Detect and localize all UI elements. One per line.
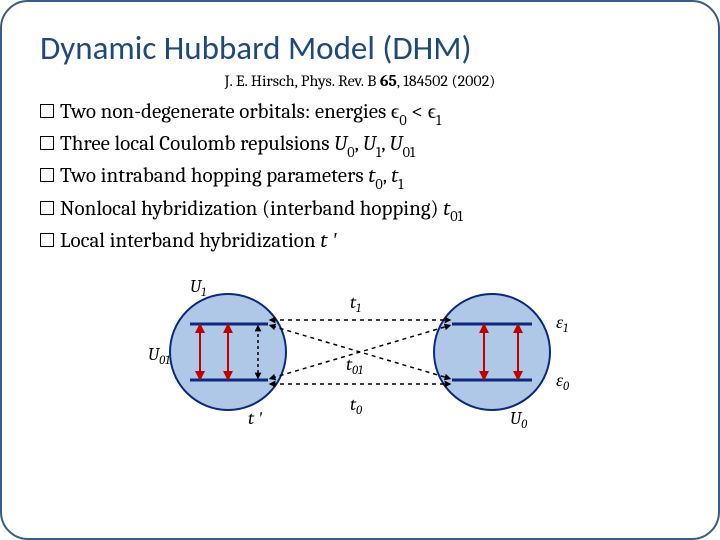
citation-volume: 65 [380,72,397,90]
bullet-4: Nonlocal hybridization (interband hoppin… [40,195,680,226]
bullet-box-icon [40,104,54,118]
bullet-box-icon [40,136,54,150]
bullet-box-icon [40,168,54,182]
label-e0: ε0 [556,370,569,393]
bullet-4-text-a: Nonlocal hybridization (interband hoppin… [60,197,443,221]
bullet-2-comma-1: , [355,132,363,156]
bullet-3-comma: , [383,164,391,188]
citation: J. E. Hirsch, Phys. Rev. B 65, 184502 (2… [40,72,680,90]
bullet-5-text-a: Local interband hybridization [60,229,320,253]
bullet-2-sub-01: 01 [403,144,416,161]
bullet-2-U-01: U [389,132,402,156]
bullet-3-text-a: Two intraband hopping parameters [60,164,368,188]
label-tprime: t ʹ [248,408,263,429]
bullet-list: Two non-degenerate orbitals: energies ϵ0… [40,98,680,256]
bullet-1-sub-1: 1 [436,112,441,129]
label-t1: t1 [350,292,361,315]
orbital-diagram: U1 U01 t ʹ t1 t01 t0 ε1 ε0 U0 [140,264,580,434]
bullet-2-U-1: U [363,132,376,156]
bullet-2-sub-1: 1 [376,144,381,161]
bullet-2: Three local Coulomb repulsions U0, U1, U… [40,130,680,161]
bullet-2-sub-0: 0 [347,144,354,161]
bullet-4-sub-01: 01 [450,208,463,225]
label-t01: t01 [346,354,363,377]
bullet-2-U-0: U [334,132,347,156]
citation-prefix: J. E. Hirsch, Phys. Rev. B [225,72,380,90]
bullet-5: Local interband hybridization t ʹ [40,227,680,256]
diagram-container: U1 U01 t ʹ t1 t01 t0 ε1 ε0 U0 [40,264,680,434]
label-t0: t0 [350,394,362,417]
bullet-5-tprime: t ʹ [320,229,336,253]
bullet-3-sub-1: 1 [398,176,403,193]
label-u1: U1 [190,276,206,299]
bullet-2-text-a: Three local Coulomb repulsions [60,132,334,156]
label-u0: U0 [510,408,527,431]
bullet-1: Two non-degenerate orbitals: energies ϵ0… [40,98,680,129]
bullet-3: Two intraband hopping parameters t0, t1 [40,162,680,193]
citation-suffix: , 184502 (2002) [397,72,496,90]
slide-frame: Dynamic Hubbard Model (DHM) J. E. Hirsch… [0,0,720,540]
slide-title: Dynamic Hubbard Model (DHM) [40,28,680,68]
bullet-1-sub-0: 0 [399,112,406,129]
label-e1: ε1 [556,312,568,335]
bullet-1-text-a: Two non-degenerate orbitals: energies ϵ [60,100,399,124]
bullet-box-icon [40,201,54,215]
bullet-3-sub-0: 0 [375,176,382,193]
bullet-box-icon [40,233,54,247]
label-u01: U01 [148,344,170,367]
bullet-1-text-b: < ϵ [407,100,436,124]
